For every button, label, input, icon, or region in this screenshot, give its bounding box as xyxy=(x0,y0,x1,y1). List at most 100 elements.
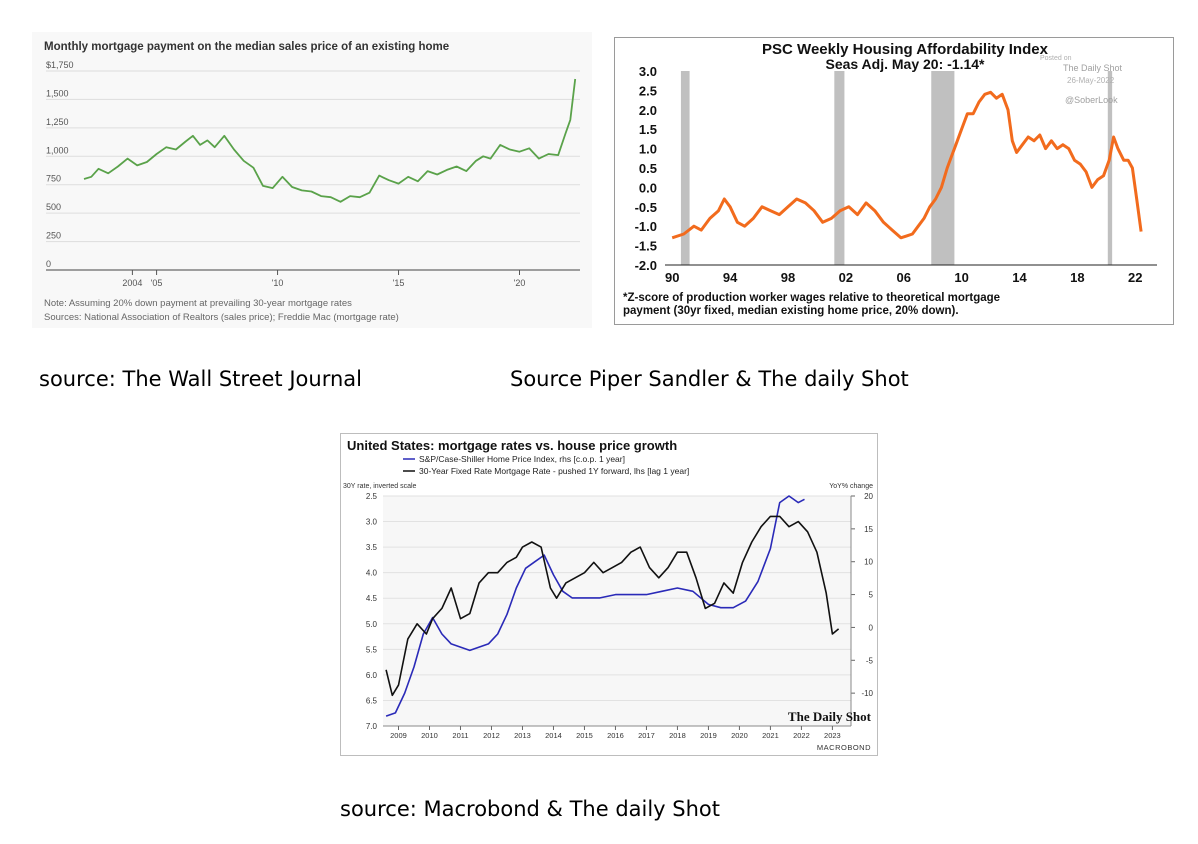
y-left-tick-label: 7.0 xyxy=(366,722,378,731)
x-tick-label: 2019 xyxy=(700,731,717,740)
x-tick-label: 2020 xyxy=(731,731,748,740)
mortgage-rate-series-line xyxy=(385,515,840,697)
chart-footnote: *Z-score of production worker wages rela… xyxy=(623,292,1000,304)
y-tick-label: 0 xyxy=(46,259,51,269)
psc-chart-panel: PSC Weekly Housing Affordability Index Se… xyxy=(614,37,1174,325)
daily-shot-brand: The Daily Shot xyxy=(788,709,872,724)
chart-title: Monthly mortgage payment on the median s… xyxy=(44,41,449,53)
y-tick-label: 1,000 xyxy=(46,145,69,155)
watermark-text: The Daily Shot xyxy=(1063,63,1123,73)
x-tick-label: '20 xyxy=(514,278,526,288)
chart-subtitle: Seas Adj. May 20: -1.14* xyxy=(825,56,985,72)
x-tick-label: '05 xyxy=(151,278,163,288)
y-left-tick-label: 3.0 xyxy=(366,518,378,527)
x-tick-label: 06 xyxy=(897,270,911,285)
x-tick-label: '10 xyxy=(272,278,284,288)
recession-shade xyxy=(1107,71,1113,265)
x-tick-label: 2014 xyxy=(545,731,562,740)
y-tick-label: -1.0 xyxy=(635,219,657,234)
left-axis-label: 30Y rate, inverted scale xyxy=(343,483,417,490)
x-tick-label: 18 xyxy=(1070,270,1084,285)
y-tick-label: $1,750 xyxy=(46,60,74,70)
y-tick-label: 250 xyxy=(46,231,61,241)
affordability-series-line xyxy=(671,90,1143,240)
chart-title: PSC Weekly Housing Affordability Index xyxy=(762,41,1049,58)
x-tick-label: 10 xyxy=(954,270,968,285)
y-tick-label: 1.5 xyxy=(639,122,657,137)
y-left-tick-label: 4.5 xyxy=(366,594,378,603)
y-left-tick-label: 5.5 xyxy=(366,645,378,654)
source-label: MACROBOND xyxy=(817,743,871,752)
x-tick-label: 2021 xyxy=(762,731,779,740)
x-tick-label: 2017 xyxy=(638,731,655,740)
x-tick-label: 2022 xyxy=(793,731,810,740)
y-tick-label: 3.0 xyxy=(639,64,657,79)
chart-note: Sources: National Association of Realtor… xyxy=(44,312,399,323)
y-tick-label: 0.0 xyxy=(639,180,657,195)
y-tick-label: -2.0 xyxy=(635,258,657,273)
y-tick-label: 2.0 xyxy=(639,103,657,118)
mortgage-rates-vs-house-price-chart: United States: mortgage rates vs. house … xyxy=(343,438,874,752)
x-tick-label: 2013 xyxy=(514,731,531,740)
macrobond-chart-panel: United States: mortgage rates vs. house … xyxy=(340,433,878,756)
recession-shade xyxy=(680,71,690,265)
y-left-tick-label: 6.5 xyxy=(366,696,378,705)
watermark-text: 26-May-2022 xyxy=(1067,76,1115,85)
x-tick-label: 94 xyxy=(723,270,738,285)
chart-title: United States: mortgage rates vs. house … xyxy=(347,438,677,453)
y-right-tick-label: -5 xyxy=(866,656,874,665)
recession-shade xyxy=(931,71,955,265)
recession-shade xyxy=(834,71,845,265)
chart-footnote: payment (30yr fixed, median existing hom… xyxy=(623,305,959,317)
y-tick-label: 1.0 xyxy=(639,142,657,157)
y-right-tick-label: 5 xyxy=(869,591,874,600)
y-right-tick-label: -10 xyxy=(861,689,873,698)
x-tick-label: 2018 xyxy=(669,731,686,740)
x-tick-label: 2015 xyxy=(576,731,593,740)
right-axis-label: YoY% change xyxy=(829,483,873,490)
x-tick-label: 2023 xyxy=(824,731,841,740)
x-tick-label: 2009 xyxy=(390,731,407,740)
legend-label-home-price: S&P/Case-Shiller Home Price Index, rhs [… xyxy=(419,454,625,464)
y-tick-label: 0.5 xyxy=(639,161,657,176)
y-tick-label: 1,250 xyxy=(46,117,69,127)
x-tick-label: 02 xyxy=(839,270,853,285)
y-right-tick-label: 20 xyxy=(864,492,873,501)
y-left-tick-label: 3.5 xyxy=(366,543,378,552)
wsj-chart-panel: Monthly mortgage payment on the median s… xyxy=(32,32,592,328)
x-tick-label: 2011 xyxy=(452,731,468,740)
x-tick-label: '15 xyxy=(393,278,405,288)
x-tick-label: 2012 xyxy=(483,731,500,740)
y-left-tick-label: 6.0 xyxy=(366,671,378,680)
wsj-mortgage-payment-chart: Monthly mortgage payment on the median s… xyxy=(44,41,580,323)
psc-affordability-index-chart: PSC Weekly Housing Affordability IndexSe… xyxy=(623,41,1157,317)
psc-source-caption: Source Piper Sandler & The daily Shot xyxy=(510,367,909,391)
legend-label-mortgage-rate: 30-Year Fixed Rate Mortgage Rate - pushe… xyxy=(419,466,689,476)
y-left-tick-label: 5.0 xyxy=(366,620,378,629)
y-left-tick-label: 2.5 xyxy=(366,492,378,501)
chart-note: Note: Assuming 20% down payment at preva… xyxy=(44,298,352,309)
y-left-tick-label: 4.0 xyxy=(366,569,378,578)
x-tick-label: 98 xyxy=(781,270,795,285)
macrobond-source-caption: source: Macrobond & The daily Shot xyxy=(340,797,721,821)
y-tick-label: 750 xyxy=(46,174,61,184)
home-price-series-line xyxy=(385,495,805,717)
y-tick-label: -0.5 xyxy=(635,200,657,215)
watermark-text: @SoberLook xyxy=(1065,95,1118,105)
plot-background xyxy=(383,496,851,726)
x-tick-label: 90 xyxy=(665,270,679,285)
x-tick-label: 2004 xyxy=(122,278,142,288)
y-right-tick-label: 15 xyxy=(864,525,873,534)
y-tick-label: 500 xyxy=(46,202,61,212)
x-tick-label: 2016 xyxy=(607,731,624,740)
payment-series-line xyxy=(83,78,577,203)
y-right-tick-label: 10 xyxy=(864,558,873,567)
x-tick-label: 2010 xyxy=(421,731,438,740)
y-tick-label: 2.5 xyxy=(639,83,657,98)
watermark-text: Posted on xyxy=(1040,55,1072,62)
y-right-tick-label: 0 xyxy=(869,623,874,632)
wsj-source-caption: source: The Wall Street Journal xyxy=(39,367,362,391)
y-tick-label: -1.5 xyxy=(635,239,657,254)
x-tick-label: 22 xyxy=(1128,270,1142,285)
x-tick-label: 14 xyxy=(1012,270,1027,285)
